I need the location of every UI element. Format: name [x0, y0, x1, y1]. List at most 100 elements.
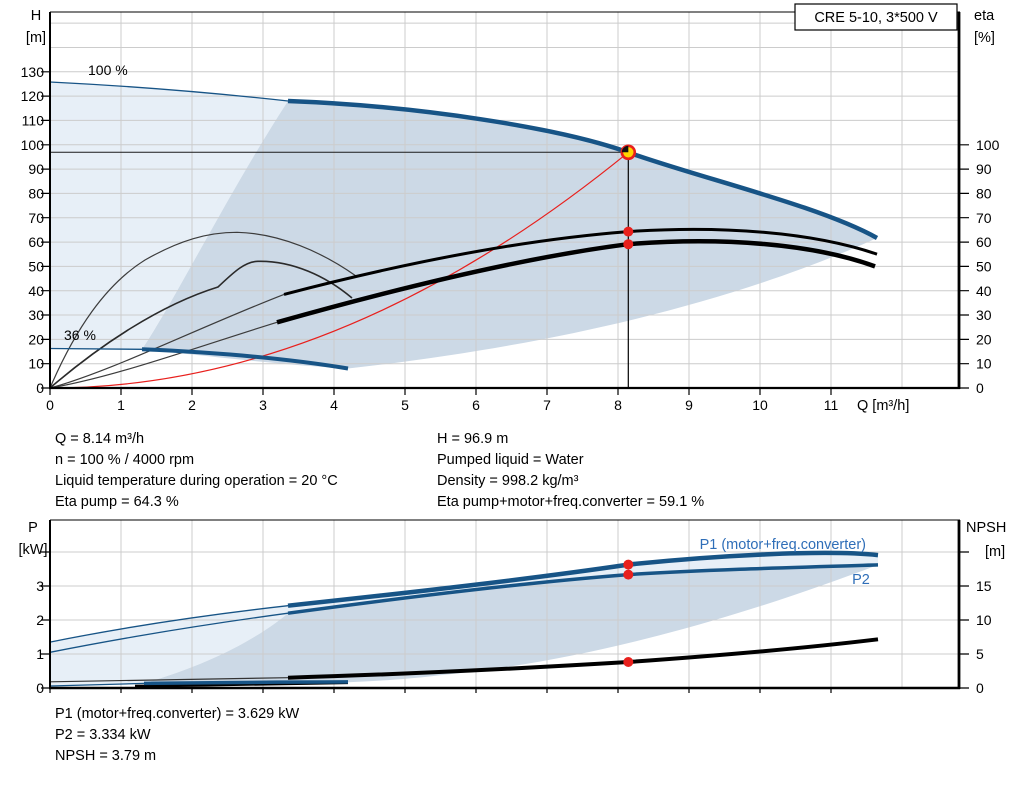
p-tick: 2 [36, 612, 44, 628]
eta-pump-min-speed-arc [49, 231, 357, 389]
upper-x-axis-title: Q [m³/h] [857, 398, 909, 414]
lower-right-ticks [960, 551, 969, 689]
result-pumped-liquid: Pumped liquid = Water [437, 452, 584, 468]
qh-curve-max-thin [49, 81, 289, 102]
eta-tick: 100 [976, 137, 1000, 153]
h-tick: 120 [21, 88, 45, 104]
eta-total-point-marker [623, 239, 634, 250]
result-speed: n = 100 % / 4000 rpm [55, 452, 194, 468]
q-tick: 7 [543, 397, 551, 413]
p-min-speed-curve [143, 680, 349, 686]
h-tick: 90 [28, 161, 44, 177]
upper-x-ticks [49, 388, 832, 395]
lower-left-axis-unit: [kW] [19, 542, 48, 558]
npsh-curve [287, 637, 879, 680]
q-tick: 2 [188, 397, 196, 413]
npsh-tick: 5 [976, 646, 984, 662]
pump-model-label: CRE 5-10, 3*500 V [814, 10, 938, 26]
upper-grid-vertical [120, 12, 903, 388]
duty-point-wedge [621, 145, 629, 153]
npsh-point-marker [623, 657, 634, 667]
lower-right-tick-labels: 0 5 10 15 [976, 578, 992, 696]
h-tick: 40 [28, 283, 44, 299]
result-npsh: NPSH = 3.79 m [55, 748, 156, 764]
result-eta-total: Eta pump+motor+freq.converter = 59.1 % [437, 494, 704, 510]
h-tick: 60 [28, 234, 44, 250]
qh-curve-min [141, 347, 349, 371]
eta-tick: 80 [976, 186, 992, 202]
h-tick: 70 [28, 210, 44, 226]
h-tick: 110 [22, 113, 45, 129]
lower-x-ticks [49, 688, 832, 693]
upper-right-axis-title: eta [974, 8, 995, 24]
upper-envelope-dark-fill [142, 101, 877, 369]
result-eta-pump: Eta pump = 64.3 % [55, 494, 179, 510]
q-tick: 8 [614, 397, 622, 413]
npsh-tick: 15 [976, 578, 992, 594]
upper-left-tick-labels: 0 10 20 30 40 50 60 70 80 90 100 110 120… [21, 64, 45, 396]
p2-curve [287, 563, 879, 615]
h-tick: 10 [28, 356, 44, 372]
h-tick: 130 [21, 64, 45, 80]
upper-right-ticks [960, 144, 969, 389]
result-density: Density = 998.2 kg/m³ [437, 473, 579, 489]
upper-right-axis-unit: [%] [974, 30, 995, 46]
upper-envelope-light-fill [50, 82, 288, 349]
result-liquid-temp: Liquid temperature during operation = 20… [55, 473, 338, 489]
p1-curve-thin [49, 605, 289, 643]
npsh-tick: 0 [976, 680, 984, 696]
h-tick: 80 [28, 186, 44, 202]
h-tick: 30 [28, 307, 44, 323]
qh-curve-min-thin [49, 347, 143, 350]
lower-results-block: P1 (motor+freq.converter) = 3.629 kW P2 … [55, 706, 299, 764]
upper-left-ticks [41, 71, 50, 389]
upper-right-tick-labels: 0 10 20 30 40 50 60 70 80 90 100 [976, 137, 1000, 396]
q-tick: 10 [752, 397, 768, 413]
lower-right-axis-unit: [m] [985, 544, 1005, 560]
eta-total-curve-thin [49, 321, 278, 389]
max-speed-label: 100 % [88, 62, 128, 78]
lower-right-axis-title: NPSH [966, 520, 1006, 536]
eta-total-min-speed-arc [49, 260, 353, 389]
q-tick: 1 [117, 397, 125, 413]
eta-tick: 60 [976, 234, 992, 250]
p-min-speed-curve-thin [49, 682, 145, 687]
min-speed-label: 36 % [64, 327, 96, 343]
upper-left-axis-title: H [31, 8, 41, 24]
q-tick: 9 [685, 397, 693, 413]
q-tick: 5 [401, 397, 409, 413]
q-tick: 11 [824, 397, 839, 413]
p1-point-marker [623, 559, 634, 570]
eta-tick: 30 [976, 307, 992, 323]
result-p1: P1 (motor+freq.converter) = 3.629 kW [55, 706, 299, 722]
upper-results-block: Q = 8.14 m³/h n = 100 % / 4000 rpm Liqui… [55, 431, 704, 510]
eta-tick: 50 [976, 258, 992, 274]
eta-tick: 0 [976, 380, 984, 396]
lower-left-ticks [41, 551, 50, 689]
p-tick: 0 [36, 680, 44, 696]
eta-pump-point-marker [623, 226, 634, 237]
eta-tick: 90 [976, 161, 992, 177]
p-tick: 3 [36, 578, 44, 594]
lower-left-tick-labels: 0 1 2 3 [36, 578, 44, 696]
p2-curve-label: P2 [852, 572, 870, 588]
eta-total-curve [276, 239, 876, 325]
result-h: H = 96.9 m [437, 431, 508, 447]
npsh-curve-thin [49, 677, 289, 683]
eta-tick: 10 [976, 356, 992, 372]
lower-left-axis-title: P [28, 520, 38, 536]
upper-left-axis-unit: [m] [26, 30, 46, 46]
p2-curve-thin [49, 612, 289, 653]
result-p2: P2 = 3.334 kW [55, 727, 151, 743]
p1-curve [287, 550, 879, 608]
h-tick: 50 [28, 258, 44, 274]
duty-parabola-curve [49, 151, 629, 389]
p1-curve-label: P1 (motor+freq.converter) [700, 537, 866, 553]
pump-model-box [794, 3, 958, 31]
eta-tick: 70 [976, 210, 992, 226]
h-tick: 0 [36, 380, 44, 396]
q-tick: 4 [330, 397, 338, 413]
eta-tick: 20 [976, 331, 992, 347]
